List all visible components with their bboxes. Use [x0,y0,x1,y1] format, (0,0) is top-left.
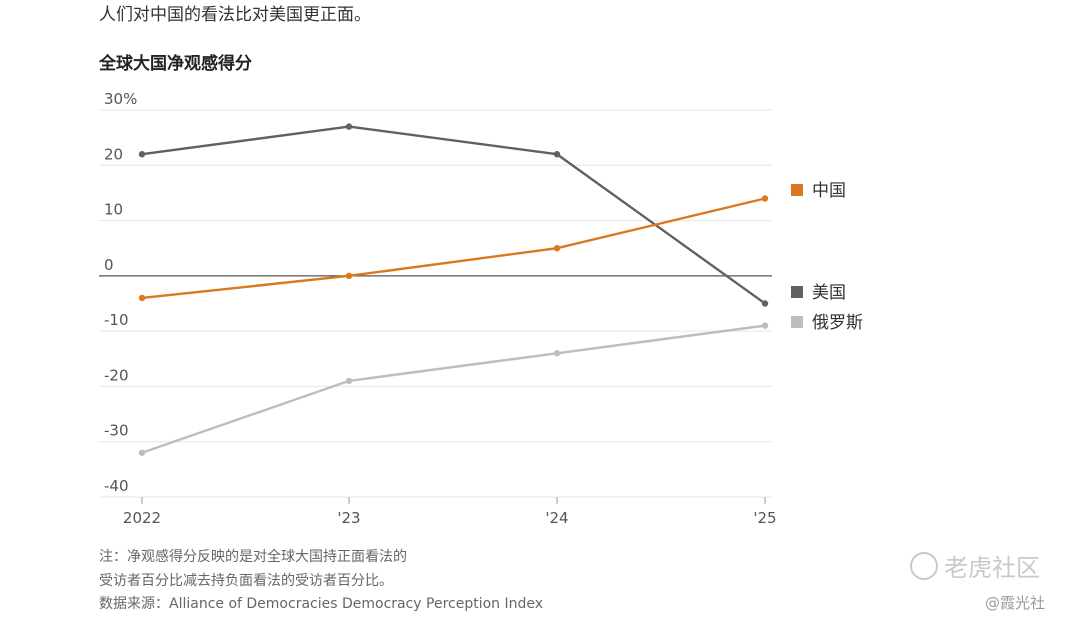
y-tick-label: 20 [104,145,123,163]
data-point [761,195,769,202]
footnote-line-2: 受访者百分比减去持负面看法的受访者百分比。 [99,573,393,589]
data-point [138,294,146,302]
legend-swatch-2 [791,316,803,328]
data-point [553,245,561,252]
x-tick-label: '24 [545,509,568,527]
watermark-author: @霞光社 [985,594,1046,612]
x-tick-label: '23 [337,509,360,527]
y-tick-label: -30 [104,422,129,440]
series-line-2 [141,324,766,454]
series-line-1 [141,125,766,305]
legend-swatch-0 [791,184,803,196]
data-point [761,300,769,307]
legend-label-1: 美国 [812,283,846,303]
data-point [553,350,561,357]
chart-subtitle: 人们对中国的看法比对美国更正面。 [99,5,371,25]
watermark-brand: 老虎社区 [910,548,1040,583]
tiger-logo-icon [910,551,938,580]
watermark-brand-text: 老虎社区 [944,554,1040,582]
footnote-line-1: 注：净观感得分反映的是对全球大国持正面看法的 [99,549,407,565]
x-tick-label: 2022 [123,509,161,527]
data-point [138,449,146,456]
legend-label-2: 俄罗斯 [812,313,863,333]
y-tick-label: 30% [104,90,137,108]
y-tick-label: -40 [104,477,129,495]
chart-title: 全球大国净观感得分 [99,54,252,74]
x-tick-label: '25 [753,509,776,527]
y-tick-label: -20 [104,366,129,384]
data-point [345,272,353,280]
y-tick-label: 10 [104,201,123,219]
series-line-0 [141,197,766,300]
data-point [345,377,353,385]
data-point [761,322,769,329]
source-note: 数据来源：Alliance of Democracies Democracy P… [99,596,544,612]
data-point [138,151,146,158]
legend-swatch-1 [791,286,803,298]
y-tick-label: 0 [104,256,114,274]
legend-label-0: 中国 [812,181,846,201]
data-point [345,123,353,130]
y-tick-label: -10 [104,311,129,329]
data-point [553,151,561,158]
